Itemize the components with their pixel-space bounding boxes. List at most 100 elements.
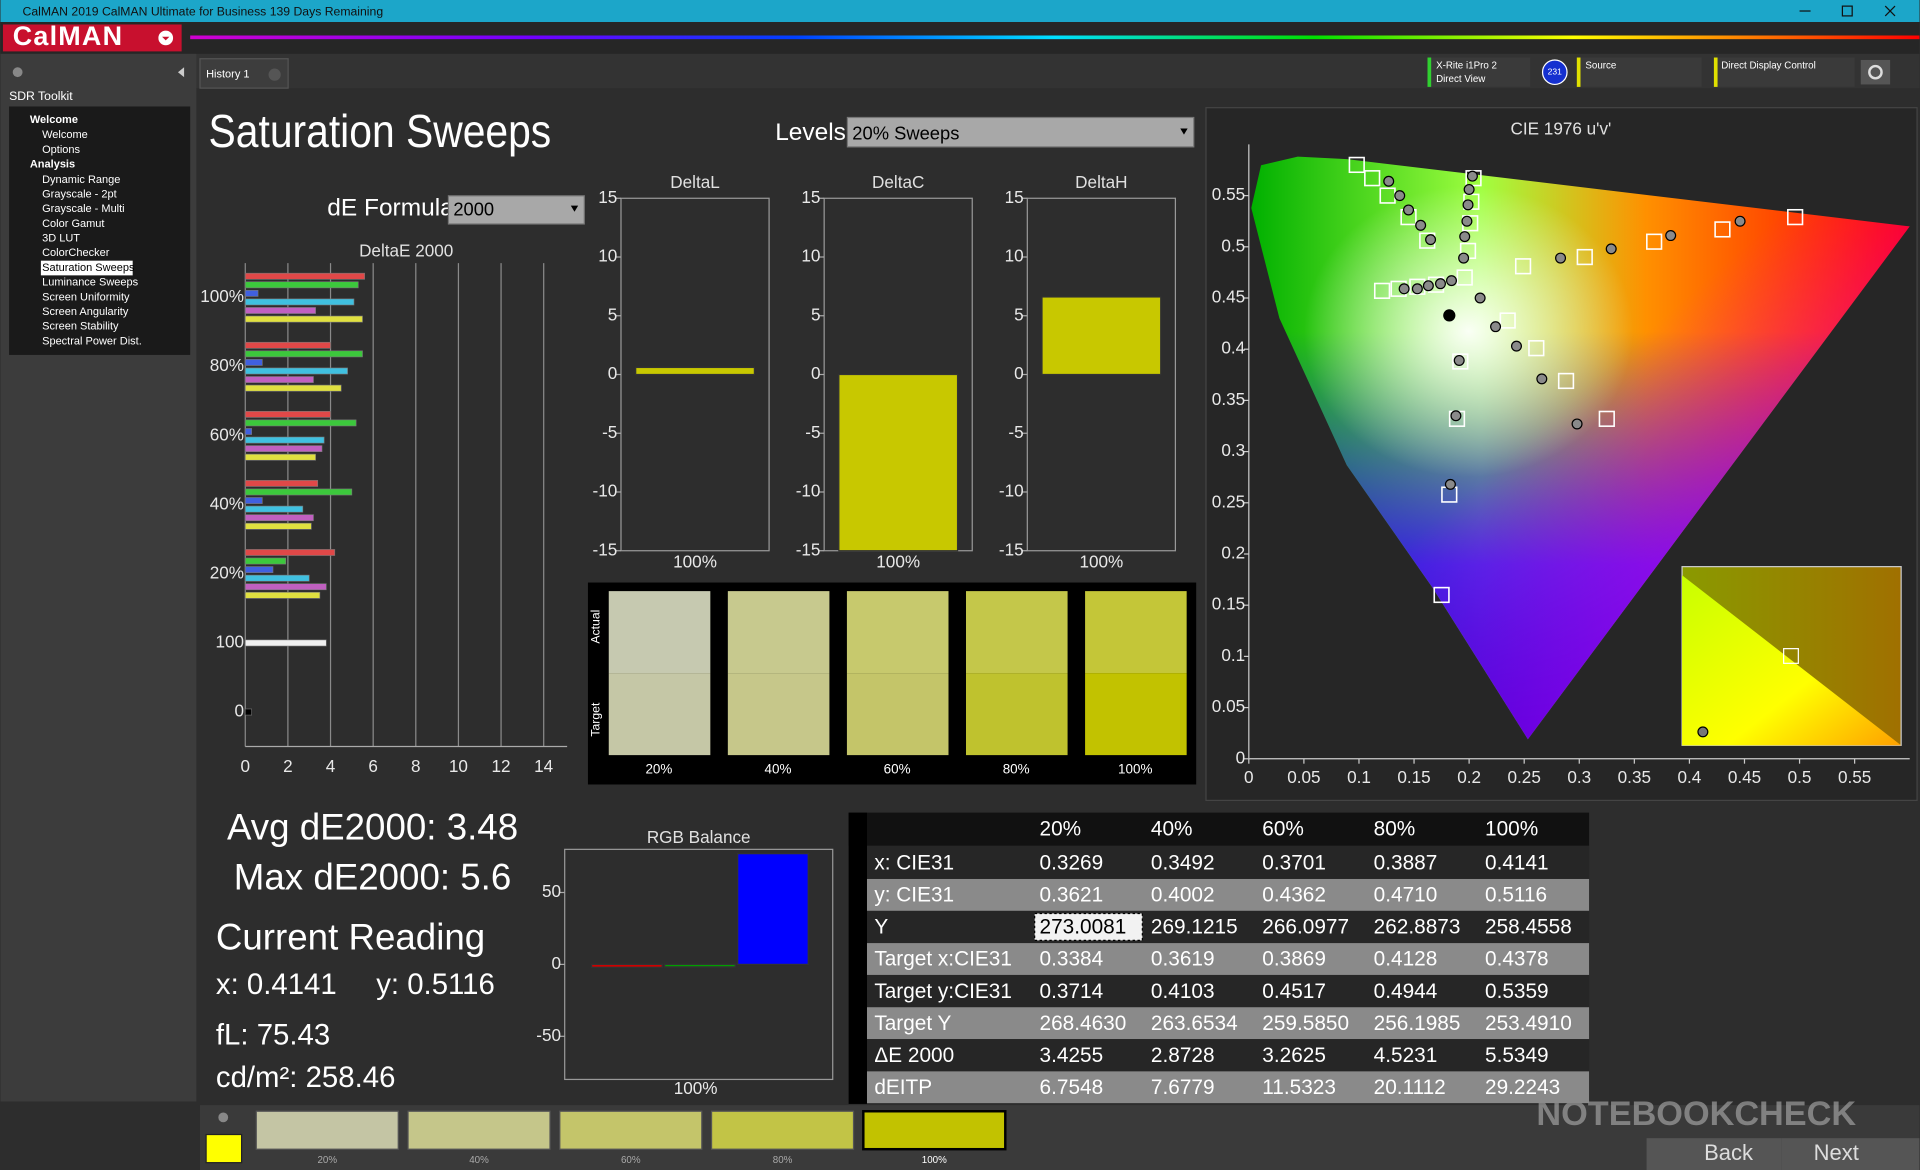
footer-swatch[interactable] <box>407 1110 551 1150</box>
table-cell[interactable]: 4.5231 <box>1374 1044 1438 1067</box>
x-tick-label: 0.05 <box>1287 767 1320 787</box>
display-label: Direct Display Control <box>1721 61 1816 72</box>
settings-button[interactable] <box>1860 59 1891 85</box>
table-cell[interactable]: 0.3714 <box>1040 980 1104 1003</box>
measured-point <box>1398 283 1410 295</box>
table-cell[interactable]: 0.4517 <box>1262 980 1326 1003</box>
tree-item[interactable]: ColorChecker <box>42 247 110 259</box>
y-tick-label: -15 <box>999 539 1024 559</box>
footer-swatch[interactable] <box>710 1110 855 1150</box>
meter-box[interactable] <box>1427 57 1531 87</box>
tree-item[interactable]: Welcome <box>42 129 88 141</box>
footer-swatch[interactable] <box>255 1110 399 1150</box>
table-cell[interactable]: 0.4128 <box>1374 948 1438 971</box>
table-cell[interactable]: 20.1112 <box>1374 1076 1446 1099</box>
tree-item[interactable]: Screen Angularity <box>42 306 129 318</box>
table-cell[interactable]: 0.4002 <box>1151 884 1215 907</box>
table-cell[interactable]: 6.7548 <box>1040 1076 1104 1099</box>
table-cell[interactable]: 0.4141 <box>1485 852 1549 875</box>
y-tick-label: 10 <box>801 246 820 266</box>
display-box[interactable] <box>1713 57 1855 87</box>
bar <box>244 566 274 573</box>
tree-item[interactable]: Luminance Sweeps <box>42 277 139 289</box>
sidebar-collapse[interactable] <box>177 67 185 78</box>
back-button[interactable] <box>1646 1138 1782 1170</box>
footer-pin[interactable] <box>218 1112 229 1123</box>
tree-item[interactable]: 3D LUT <box>42 233 80 245</box>
table-cell[interactable]: 29.2243 <box>1485 1076 1560 1099</box>
table-cell[interactable]: 0.3492 <box>1151 852 1215 875</box>
levels-dropdown[interactable] <box>846 116 1195 148</box>
table-cell[interactable]: 268.4630 <box>1040 1012 1127 1035</box>
table-cell[interactable]: 2.8728 <box>1151 1044 1215 1067</box>
table-cell[interactable]: 0.3384 <box>1040 948 1104 971</box>
x-tick-label: 0.4 <box>1678 767 1702 787</box>
y-tick-label: 0 <box>1236 747 1246 767</box>
table-cell[interactable]: 11.5323 <box>1262 1076 1336 1099</box>
table-cell[interactable]: 253.4910 <box>1485 1012 1572 1035</box>
table-cell[interactable]: 3.4255 <box>1040 1044 1104 1067</box>
sidebar-pin[interactable] <box>12 67 23 78</box>
table-cell[interactable]: 7.6779 <box>1151 1076 1215 1099</box>
table-cell[interactable]: 0.3887 <box>1374 852 1438 875</box>
tree-item[interactable]: Screen Uniformity <box>42 291 130 303</box>
table-cell[interactable]: 5.5349 <box>1485 1044 1549 1067</box>
formula-dropdown[interactable] <box>447 195 585 225</box>
table-cell[interactable]: 256.1985 <box>1374 1012 1461 1035</box>
gamut-locus-white <box>1251 156 1910 740</box>
table-cell[interactable]: 0.3869 <box>1262 948 1326 971</box>
table-cell[interactable]: 0.4944 <box>1374 980 1438 1003</box>
table-cell[interactable]: 0.4710 <box>1374 884 1438 907</box>
table-cell[interactable]: 269.1215 <box>1151 916 1238 939</box>
tree-item[interactable]: Screen Stability <box>42 321 119 333</box>
tree-item[interactable]: Options <box>42 144 80 156</box>
y-tick-label: 0.05 <box>1212 696 1245 716</box>
tree-item[interactable]: Dynamic Range <box>42 174 120 186</box>
tree-item[interactable]: Color Gamut <box>42 218 104 230</box>
row-label: Target x:CIE31 <box>874 948 1012 971</box>
table-cell[interactable]: 258.4558 <box>1485 916 1572 939</box>
tree-group[interactable]: Analysis <box>30 159 75 171</box>
table-cell[interactable]: 263.6534 <box>1151 1012 1238 1035</box>
tree-item[interactable]: Grayscale - Multi <box>42 203 125 215</box>
table-cell[interactable]: 0.3269 <box>1040 852 1104 875</box>
table-cell[interactable]: 259.5850 <box>1262 1012 1349 1035</box>
table-cell[interactable]: 0.4378 <box>1485 948 1549 971</box>
bar <box>244 350 363 358</box>
table-cell[interactable]: 0.4103 <box>1151 980 1215 1003</box>
table-cell[interactable]: 262.8873 <box>1374 916 1461 939</box>
source-box[interactable] <box>1576 57 1702 87</box>
maximize-button[interactable] <box>1841 5 1853 17</box>
table-cell[interactable]: 0.3701 <box>1262 852 1326 875</box>
logo-box[interactable] <box>2 24 182 52</box>
footer-swatch[interactable] <box>862 1110 1007 1151</box>
table-cell[interactable]: 0.3619 <box>1151 948 1215 971</box>
measured-point <box>1490 321 1502 333</box>
y-tick-label: 0.15 <box>1212 594 1245 614</box>
tree-item[interactable]: Grayscale - 2pt <box>42 188 117 200</box>
tree-item[interactable]: Spectral Power Dist. <box>42 335 142 347</box>
bar <box>244 639 327 647</box>
table-row <box>866 1039 1590 1072</box>
tree-item[interactable]: Saturation Sweeps <box>42 262 135 274</box>
column-header: 60% <box>1262 817 1304 840</box>
add-tab[interactable] <box>268 68 281 81</box>
table-cell[interactable]: 273.0081 <box>1040 916 1127 939</box>
target-swatch <box>1085 673 1187 756</box>
table-cell[interactable]: 266.0977 <box>1262 916 1349 939</box>
row-label: dEITP <box>874 1076 932 1099</box>
table-cell[interactable]: 0.5359 <box>1485 980 1549 1003</box>
cie-inset-gamut <box>1682 575 1902 746</box>
table-cell[interactable]: 0.4362 <box>1262 884 1326 907</box>
meter-badge[interactable] <box>1541 59 1568 86</box>
table-cell[interactable]: 0.5116 <box>1485 884 1547 907</box>
close-button[interactable] <box>1884 5 1896 17</box>
footer-swatch[interactable] <box>559 1110 703 1150</box>
table-cell[interactable]: 3.2625 <box>1262 1044 1326 1067</box>
next-button[interactable] <box>1781 1138 1920 1170</box>
target-point <box>1646 233 1663 250</box>
y-tick-label: 100 <box>215 631 244 651</box>
selected-cell[interactable] <box>1034 912 1143 942</box>
table-cell[interactable]: 0.3621 <box>1040 884 1104 907</box>
tree-group[interactable]: Welcome <box>30 114 78 126</box>
